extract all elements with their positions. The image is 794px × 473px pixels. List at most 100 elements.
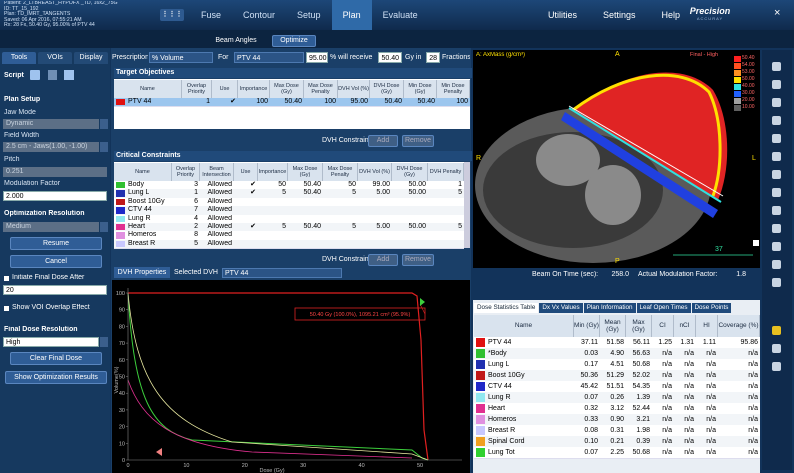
dose-tab[interactable]: Dx Vx Values <box>539 303 583 313</box>
tool-icon[interactable] <box>772 344 781 353</box>
tool-icon[interactable] <box>772 80 781 89</box>
row-name: *Body <box>488 350 507 357</box>
table-cell: n/a <box>662 427 672 434</box>
tool-icon[interactable] <box>772 62 781 71</box>
tool-icon[interactable] <box>772 152 781 161</box>
table-cell: 0.39 <box>636 438 650 445</box>
column-header: HI <box>696 315 718 337</box>
rx-dose[interactable]: 50.40 <box>378 52 402 63</box>
dropdown-arrow[interactable] <box>100 142 108 152</box>
remove-button[interactable]: Remove <box>402 135 434 147</box>
table-cell: Lung Tot <box>474 447 574 458</box>
dropdown-arrow[interactable] <box>100 222 108 232</box>
left-tab[interactable]: VOIs <box>38 52 72 64</box>
dropdown-arrow[interactable] <box>100 337 108 347</box>
tool-icon[interactable] <box>772 206 781 215</box>
column-header: DVH Dose (Gy) <box>370 80 404 98</box>
table-row[interactable]: PTV 44 1 ✔ 100 50.40 100 95.00 50.40 50.40 100 <box>114 98 470 107</box>
y-tick-label: 50 <box>119 375 125 381</box>
dose-tab[interactable]: Dose Statistics Table <box>474 303 539 313</box>
button[interactable]: Resume <box>10 237 102 250</box>
column-header: Max (Gy) <box>626 315 652 337</box>
menu-item[interactable]: Utilities <box>548 10 578 20</box>
dose-tab[interactable]: Leaf Open Times <box>636 303 691 313</box>
save-icon[interactable] <box>30 70 40 80</box>
tool-icon[interactable] <box>772 278 781 287</box>
tool-icon[interactable] <box>772 326 781 335</box>
field-label: Pitch <box>4 156 20 163</box>
table-cell: 100 <box>256 98 268 105</box>
menu-item[interactable]: Fuse <box>201 10 222 20</box>
optimize-button[interactable]: Optimize <box>272 35 316 47</box>
dropdown-arrow[interactable] <box>100 119 108 129</box>
field-value[interactable]: High <box>3 337 99 347</box>
table-row[interactable]: Breast R 5 Allowed <box>114 239 464 250</box>
tool-icon[interactable] <box>772 98 781 107</box>
add-button[interactable]: Add <box>368 135 398 147</box>
remove-button[interactable]: Remove <box>402 254 434 266</box>
tool-icon[interactable] <box>772 260 781 269</box>
scrollbar[interactable] <box>464 162 470 248</box>
add-button[interactable]: Add <box>368 254 398 266</box>
button[interactable]: Cancel <box>10 255 102 268</box>
color-swatch <box>116 207 125 214</box>
table-cell: *Body <box>474 348 574 359</box>
tool-icon[interactable] <box>772 362 781 371</box>
table-cell: Lung R <box>474 392 574 403</box>
left-tab[interactable]: Display <box>74 52 108 64</box>
rx-fractions[interactable]: 28 <box>426 52 440 63</box>
menu-item[interactable]: Help <box>661 10 681 20</box>
table-cell: 0.33 <box>584 416 598 423</box>
table-cell: n/a <box>662 405 672 412</box>
table-cell: n/a <box>662 361 672 368</box>
field-label: Modulation Factor <box>4 180 61 187</box>
field-value[interactable]: 20 <box>3 285 107 295</box>
field-value[interactable]: 2.000 <box>3 191 107 201</box>
field-value[interactable]: 0.251 <box>3 167 107 177</box>
tool-icon[interactable] <box>772 170 781 179</box>
rx-target[interactable]: PTV 44 <box>234 52 304 63</box>
field-value[interactable]: Medium <box>3 222 99 232</box>
table-row[interactable]: Lung L 0.17 4.51 50.68 n/a n/a n/a n/a <box>474 359 760 371</box>
checkbox[interactable] <box>4 276 9 281</box>
table-cell: 0.10 <box>584 438 598 445</box>
menu-item[interactable]: Settings <box>603 10 636 20</box>
dose-tab[interactable]: Dose Points <box>691 303 732 313</box>
menu-item[interactable]: Plan <box>331 0 372 30</box>
table-cell: 50.40 <box>284 98 302 105</box>
y-tick-label: 10 <box>119 441 125 447</box>
field-value[interactable]: 2.5 cm - Jaws(1.00, -1.00) <box>3 142 99 152</box>
table-cell: 3 <box>194 181 198 188</box>
rx-mode[interactable]: % Volume <box>149 52 213 63</box>
app-menu-button[interactable]: ⋮⋮⋮ <box>160 9 184 21</box>
save-as-icon[interactable] <box>64 70 74 80</box>
menu-item[interactable]: Setup <box>297 10 321 20</box>
button[interactable]: Show Optimization Results <box>5 371 107 384</box>
checkbox[interactable] <box>4 306 9 311</box>
table-row[interactable]: Lung Tot 0.07 2.25 50.68 n/a n/a n/a n/a <box>474 447 760 459</box>
left-tab[interactable]: Tools <box>2 52 36 64</box>
dose-tab[interactable]: Plan Information <box>583 303 636 313</box>
table-row[interactable]: CTV 44 45.42 51.51 54.35 n/a n/a n/a n/a <box>474 381 760 393</box>
button[interactable]: Clear Final Dose <box>10 352 102 365</box>
selected-dvh[interactable]: PTV 44 <box>222 268 342 278</box>
beam-angles-button[interactable]: Beam Angles <box>215 37 257 44</box>
table-cell: 99.00 <box>372 181 390 188</box>
table-cell: n/a <box>706 383 716 390</box>
tool-icon[interactable] <box>772 134 781 143</box>
table-cell: 52.02 <box>632 372 650 379</box>
rx-percent[interactable]: 95.00 <box>306 52 328 63</box>
tool-icon[interactable] <box>772 188 781 197</box>
column-header: Max Dose Penalty <box>304 80 338 98</box>
table-cell: 45.42 <box>580 383 598 390</box>
menu-item[interactable]: Contour <box>243 10 276 20</box>
open-icon[interactable] <box>48 70 57 80</box>
menu-item[interactable]: Evaluate <box>382 10 418 20</box>
camera-icon[interactable] <box>753 240 759 246</box>
dvh-tab[interactable]: DVH Properties <box>114 267 170 278</box>
tool-icon[interactable] <box>772 116 781 125</box>
tool-icon[interactable] <box>772 242 781 251</box>
tool-icon[interactable] <box>772 224 781 233</box>
field-value[interactable]: Dynamic <box>3 119 99 129</box>
close-button[interactable]: × <box>774 7 781 19</box>
